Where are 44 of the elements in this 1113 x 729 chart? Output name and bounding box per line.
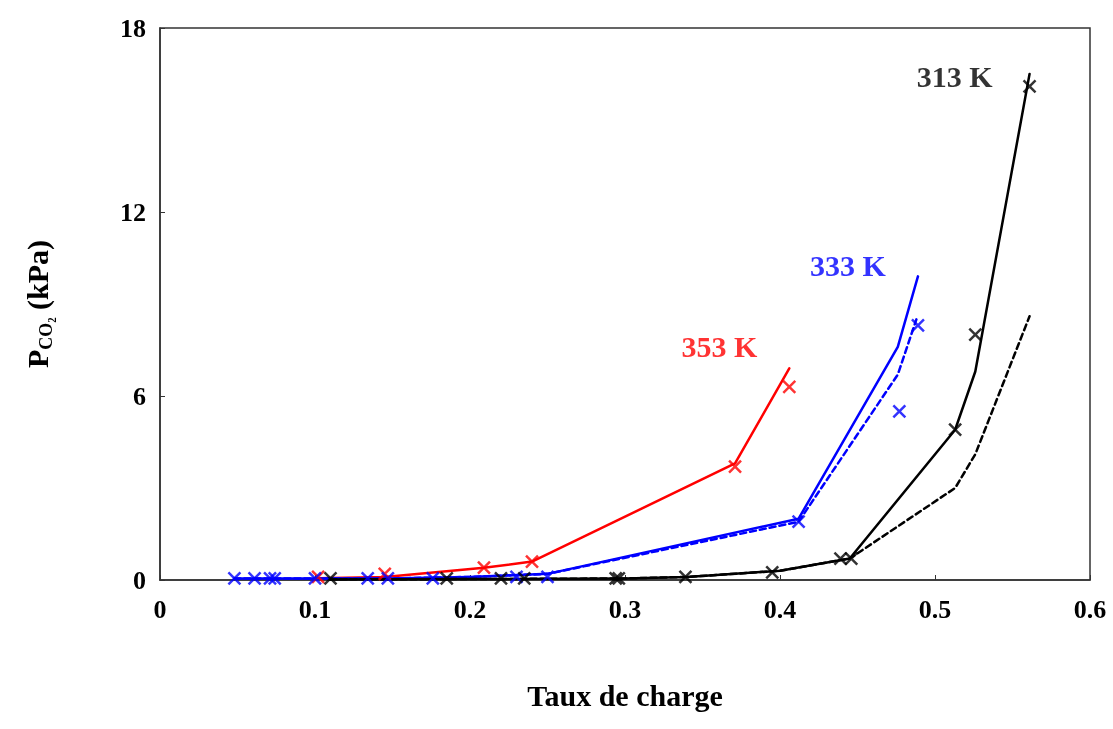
point [323,571,338,586]
x-tick-label: 0 [153,594,167,624]
point [968,327,983,342]
point [439,571,454,586]
point [765,565,780,580]
point [493,571,509,586]
point [247,571,262,586]
point [910,318,926,333]
y-tick-label: 0 [133,565,146,595]
point [844,551,859,566]
point [727,459,743,474]
point [791,514,806,529]
x-tick-label: 0.6 [1073,594,1107,624]
point [262,571,278,586]
x-tick-label: 0.4 [763,594,797,624]
point [608,571,623,586]
y-axis-title: PCO₂ (kPa) [20,239,56,369]
point [540,569,555,585]
y-tick-label: 6 [133,381,146,411]
point [380,571,396,586]
series-label: 353 K [681,330,758,364]
x-tick-label: 0.1 [298,594,332,624]
point [1022,79,1037,94]
point [782,379,797,395]
point [425,571,441,586]
point [947,422,963,437]
point [611,571,627,586]
x-tick-label: 0.2 [453,594,487,624]
point [476,560,492,575]
point [833,551,848,566]
y-tick-label: 18 [120,13,146,43]
x-axis-title: Taux de charge [527,678,723,712]
series-label: 313 K [916,59,994,93]
point [892,404,907,419]
point [524,554,540,569]
point [360,571,375,586]
x-tick-label: 0.5 [918,594,952,624]
point [678,569,693,585]
point [267,571,282,586]
point [227,571,242,586]
x-tick-label: 0.3 [608,594,642,624]
point [517,571,532,586]
series-label: 333 K [810,248,887,282]
y-tick-label: 12 [120,197,146,227]
